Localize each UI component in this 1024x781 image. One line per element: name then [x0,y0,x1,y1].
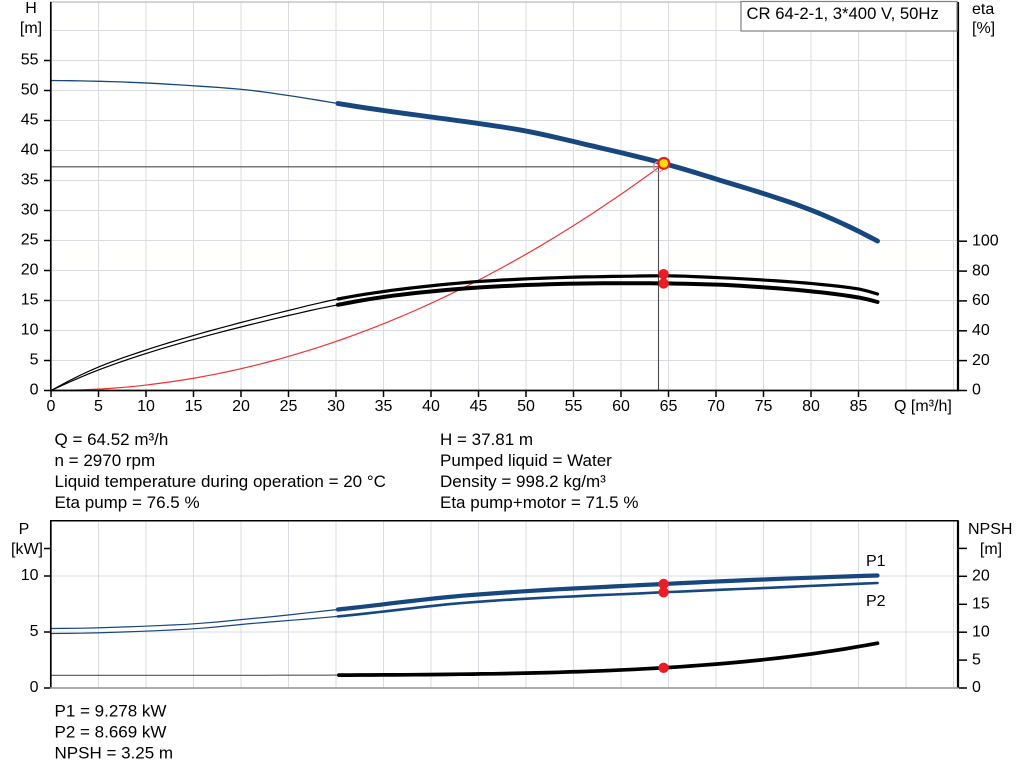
svg-text:55: 55 [565,398,583,415]
svg-text:60: 60 [612,398,630,415]
svg-text:[m]: [m] [980,541,1002,558]
svg-text:5: 5 [30,352,39,369]
svg-text:5: 5 [972,651,981,668]
svg-text:[%]: [%] [972,20,995,37]
svg-text:60: 60 [972,292,990,309]
svg-text:NPSH: NPSH [968,521,1012,538]
svg-text:15: 15 [972,596,990,613]
svg-text:Pumped liquid = Water: Pumped liquid = Water [440,451,612,470]
svg-text:5: 5 [30,623,39,640]
svg-text:10: 10 [137,398,155,415]
svg-text:25: 25 [21,232,39,249]
svg-text:45: 45 [21,112,39,129]
svg-text:15: 15 [185,398,203,415]
svg-text:25: 25 [280,398,298,415]
svg-text:Liquid temperature during oper: Liquid temperature during operation = 20… [55,472,386,491]
svg-text:30: 30 [21,202,39,219]
svg-text:75: 75 [755,398,773,415]
svg-text:[m]: [m] [20,20,42,37]
svg-text:Density = 998.2 kg/m³: Density = 998.2 kg/m³ [440,472,606,491]
svg-text:40: 40 [21,142,39,159]
svg-text:P2 = 8.669 kW: P2 = 8.669 kW [55,723,167,742]
svg-text:P1 = 9.278 kW: P1 = 9.278 kW [55,702,167,721]
svg-text:10: 10 [21,567,39,584]
svg-text:H = 37.81 m: H = 37.81 m [440,430,533,449]
svg-text:n = 2970 rpm: n = 2970 rpm [55,451,156,470]
svg-text:85: 85 [850,398,868,415]
svg-text:10: 10 [972,623,990,640]
svg-text:0: 0 [972,679,981,696]
svg-text:15: 15 [21,292,39,309]
svg-text:80: 80 [972,262,990,279]
svg-text:P1: P1 [866,553,886,570]
svg-text:30: 30 [327,398,345,415]
svg-text:0: 0 [47,398,56,415]
svg-text:[kW]: [kW] [11,541,43,558]
svg-text:100: 100 [972,232,999,249]
svg-text:20: 20 [972,568,990,585]
svg-text:Eta pump+motor = 71.5 %: Eta pump+motor = 71.5 % [440,493,638,512]
svg-text:20: 20 [21,262,39,279]
svg-text:35: 35 [375,398,393,415]
svg-text:40: 40 [422,398,440,415]
svg-text:70: 70 [707,398,725,415]
svg-text:40: 40 [972,322,990,339]
svg-text:10: 10 [21,322,39,339]
svg-text:80: 80 [802,398,820,415]
svg-text:P: P [19,521,30,538]
svg-text:5: 5 [94,398,103,415]
svg-text:20: 20 [232,398,250,415]
svg-text:P2: P2 [866,593,886,610]
svg-text:50: 50 [21,82,39,99]
svg-text:0: 0 [30,679,39,696]
svg-text:Q = 64.52 m³/h: Q = 64.52 m³/h [55,430,169,449]
svg-text:50: 50 [517,398,535,415]
svg-text:65: 65 [660,398,678,415]
svg-text:0: 0 [972,382,981,399]
svg-text:NPSH = 3.25 m: NPSH = 3.25 m [55,744,174,763]
svg-text:CR 64-2-1, 3*400 V, 50Hz: CR 64-2-1, 3*400 V, 50Hz [747,4,939,23]
svg-text:35: 35 [21,172,39,189]
svg-text:Q [m³/h]: Q [m³/h] [894,398,952,415]
svg-text:55: 55 [21,52,39,69]
svg-text:20: 20 [972,352,990,369]
svg-text:eta: eta [972,1,994,18]
svg-text:H: H [25,0,37,17]
svg-text:45: 45 [470,398,488,415]
svg-text:0: 0 [30,382,39,399]
svg-text:Eta pump = 76.5 %: Eta pump = 76.5 % [55,493,200,512]
